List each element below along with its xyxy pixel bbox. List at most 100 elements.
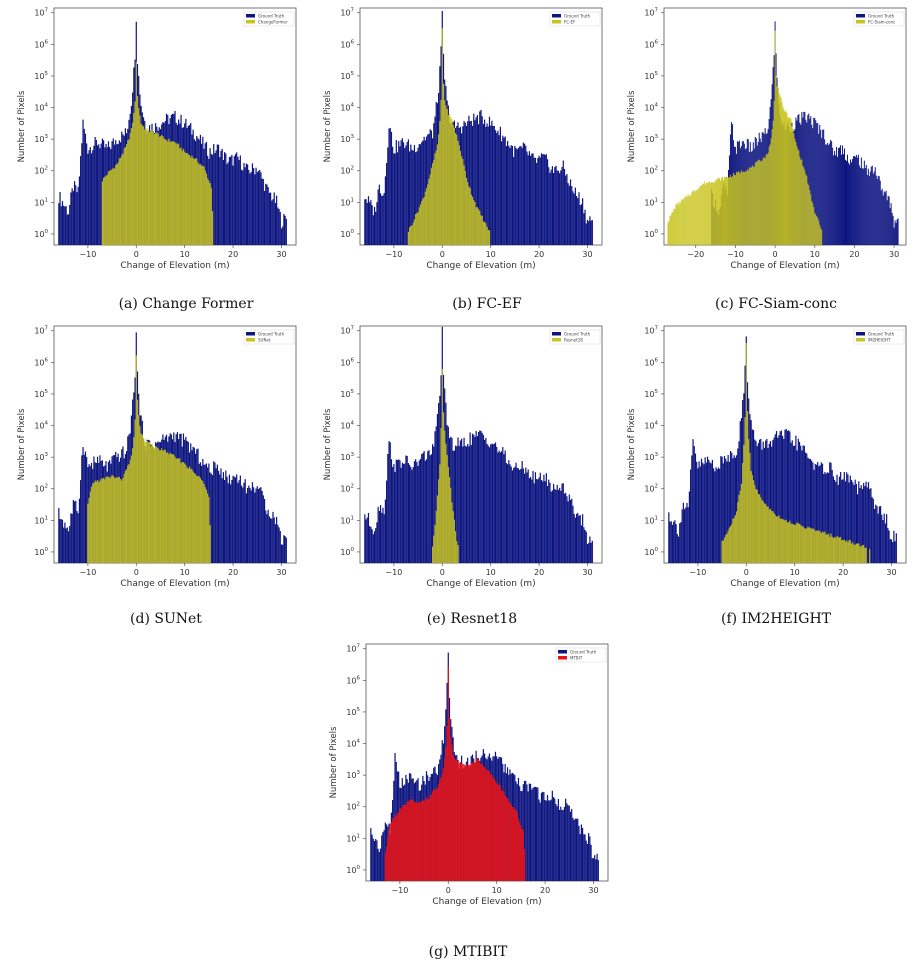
hist-bar xyxy=(99,148,101,245)
hist-bar xyxy=(175,144,177,245)
hist-bar xyxy=(378,510,380,563)
hist-bar xyxy=(845,159,846,245)
hist-bar xyxy=(850,162,852,245)
hist-bar xyxy=(575,513,578,563)
hist-bar xyxy=(415,802,417,881)
hist-bar xyxy=(894,220,896,245)
hist-bar xyxy=(482,124,485,245)
hist-bar xyxy=(897,218,899,245)
hist-bar xyxy=(705,184,707,245)
hist-bar xyxy=(257,171,260,245)
hist-bar xyxy=(127,140,129,245)
hist-bar xyxy=(261,491,263,563)
hist-bar xyxy=(94,480,96,563)
y-tick-label: 101 xyxy=(34,197,48,207)
hist-bar xyxy=(886,200,888,245)
hist-bar xyxy=(470,194,472,245)
y-tick-exp: 7 xyxy=(351,8,355,14)
hist-bar xyxy=(786,522,789,563)
hist-bar xyxy=(423,136,425,245)
hist-bar xyxy=(263,190,266,245)
hist-bar xyxy=(496,446,498,563)
hist-bar xyxy=(720,180,722,245)
hist-bar xyxy=(743,172,745,245)
hist-bar xyxy=(142,126,145,245)
hist-bar xyxy=(103,177,105,245)
hist-bar xyxy=(749,452,751,563)
hist-bar xyxy=(406,455,408,563)
y-tick-label: 100 xyxy=(34,547,48,557)
hist-bar xyxy=(492,777,494,881)
hist-bar xyxy=(710,183,712,245)
hist-bar xyxy=(534,157,537,245)
hist-bar xyxy=(799,156,801,245)
hist-bar xyxy=(395,816,397,881)
x-tick-label: 30 xyxy=(276,568,286,577)
hist-bar xyxy=(755,488,757,563)
hist-bar xyxy=(388,128,390,245)
y-tick-label: 104 xyxy=(644,421,658,431)
hist-bar xyxy=(135,355,137,563)
hist-bar xyxy=(208,496,210,563)
hist-bar xyxy=(211,154,214,245)
hist-bar xyxy=(423,801,425,881)
hist-bar xyxy=(724,176,725,245)
hist-bar xyxy=(784,111,786,245)
hist-bar xyxy=(456,134,458,245)
hist-bar xyxy=(96,145,99,245)
hist-bar xyxy=(470,762,472,881)
hist-bar xyxy=(214,153,216,245)
hist-bar xyxy=(99,480,101,563)
hist-bar xyxy=(838,476,841,563)
hist-bar xyxy=(843,154,845,245)
hist-bar xyxy=(224,479,226,563)
y-tick-label: 102 xyxy=(340,166,354,176)
hist-bar xyxy=(474,762,476,881)
hist-bar xyxy=(152,446,154,563)
hist-bar xyxy=(526,784,528,881)
hist-bar xyxy=(115,165,117,245)
hist-bar xyxy=(864,547,866,563)
y-tick-label: 105 xyxy=(34,71,48,81)
hist-bar xyxy=(184,463,186,563)
hist-bar xyxy=(746,169,748,245)
hist-bar xyxy=(190,157,192,245)
hist-bar xyxy=(386,162,388,245)
hist-bar xyxy=(878,176,880,245)
hist-bar xyxy=(145,441,147,563)
y-tick-label: 105 xyxy=(340,71,354,81)
hist-bar xyxy=(376,202,378,245)
hist-bar xyxy=(544,154,546,245)
hist-bar xyxy=(471,125,474,245)
hist-bar xyxy=(187,154,189,245)
hist-bar xyxy=(471,762,474,881)
hist-bar xyxy=(141,125,143,245)
hist-bar xyxy=(546,795,549,881)
x-axis-label: Change of Elevation (m) xyxy=(120,261,229,271)
hist-bar xyxy=(215,150,217,245)
hist-bar xyxy=(479,430,481,563)
hist-bar xyxy=(852,156,854,245)
hist-bar xyxy=(574,818,576,881)
hist-bar xyxy=(525,780,527,881)
y-tick-exp: 6 xyxy=(351,39,355,45)
y-tick-label: 101 xyxy=(644,515,658,525)
hist-bar xyxy=(59,519,61,563)
hist-bar xyxy=(744,171,746,245)
hist-bar xyxy=(169,452,171,563)
x-tick-label: 10 xyxy=(486,250,496,259)
hist-bar xyxy=(151,443,153,563)
hist-bar xyxy=(280,228,283,245)
hist-bar xyxy=(778,515,780,563)
hist-bar xyxy=(399,460,401,563)
hist-bar xyxy=(847,162,849,245)
hist-bar xyxy=(585,840,587,881)
hist-bar xyxy=(861,488,864,563)
hist-bar xyxy=(372,838,374,881)
hist-bar xyxy=(203,166,205,245)
hist-bar xyxy=(880,190,882,245)
hist-bar xyxy=(800,445,802,563)
hist-bar xyxy=(589,536,591,563)
hist-bar xyxy=(777,87,779,245)
hist-bar xyxy=(379,505,382,563)
